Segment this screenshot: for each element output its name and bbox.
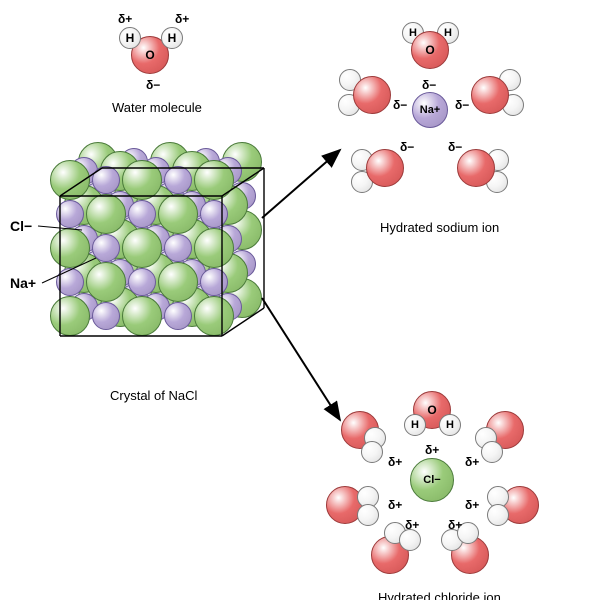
crystal-chloride — [86, 194, 126, 234]
crystal-chloride — [50, 228, 90, 268]
crystal-sodium — [200, 200, 228, 228]
atom-label: Cl− — [423, 474, 440, 486]
crystal-sodium — [200, 268, 228, 296]
crystal-sodium — [128, 200, 156, 228]
delta-plus-label: δ+ — [448, 518, 462, 532]
oxygen-atom — [471, 76, 509, 114]
atom-label: O — [425, 43, 434, 57]
delta-minus-label: δ− — [146, 78, 160, 92]
delta-plus-label: δ+ — [118, 12, 132, 26]
hydrogen-atom — [487, 504, 509, 526]
oxygen-atom — [457, 149, 495, 187]
delta-minus-label: δ− — [455, 98, 469, 112]
delta-plus-label: δ+ — [465, 498, 479, 512]
delta-plus-label: δ+ — [425, 443, 439, 457]
atom-label: Na+ — [420, 104, 441, 116]
water-molecule-caption: Water molecule — [112, 100, 202, 115]
crystal-caption: Crystal of NaCl — [110, 388, 197, 403]
crystal-chloride — [50, 160, 90, 200]
crystal-sodium — [56, 268, 84, 296]
hydrated-sodium-caption: Hydrated sodium ion — [380, 220, 499, 235]
crystal-chloride — [194, 160, 234, 200]
hydrated-chloride-caption: Hydrated chloride ion — [378, 590, 501, 600]
delta-minus-label: δ− — [448, 140, 462, 154]
crystal-chloride — [194, 296, 234, 336]
hydrogen-atom — [399, 529, 421, 551]
crystal-chloride — [86, 262, 126, 302]
oxygen-atom: O — [411, 31, 449, 69]
oxygen-atom — [353, 76, 391, 114]
cl-side-label: Cl− — [10, 218, 32, 234]
hydrogen-atom: H — [119, 27, 141, 49]
crystal-sodium — [128, 268, 156, 296]
crystal-sodium — [92, 302, 120, 330]
atom-label: H — [411, 419, 419, 431]
atom-label: O — [145, 48, 154, 62]
crystal-chloride — [122, 296, 162, 336]
delta-minus-label: δ− — [422, 78, 436, 92]
crystal-chloride — [158, 262, 198, 302]
crystal-sodium — [92, 166, 120, 194]
crystal-sodium — [164, 302, 192, 330]
crystal-chloride — [194, 228, 234, 268]
hydrogen-atom — [481, 441, 503, 463]
atom-label: H — [168, 31, 177, 45]
delta-plus-label: δ+ — [405, 518, 419, 532]
atom-label: H — [126, 31, 135, 45]
atom-label: O — [427, 403, 436, 417]
delta-plus-label: δ+ — [465, 455, 479, 469]
delta-plus-label: δ+ — [388, 455, 402, 469]
crystal-chloride — [122, 160, 162, 200]
crystal-sodium — [92, 234, 120, 262]
hydrogen-atom: H — [404, 414, 426, 436]
hydrogen-atom: H — [161, 27, 183, 49]
crystal-sodium — [164, 234, 192, 262]
crystal-chloride — [158, 194, 198, 234]
delta-minus-label: δ− — [400, 140, 414, 154]
chloride-ion: Cl− — [410, 458, 454, 502]
hydrogen-atom — [357, 504, 379, 526]
crystal-chloride — [50, 296, 90, 336]
hydrogen-atom — [361, 441, 383, 463]
na-side-label: Na+ — [10, 275, 36, 291]
oxygen-atom — [366, 149, 404, 187]
sodium-ion: Na+ — [412, 92, 448, 128]
crystal-sodium — [164, 166, 192, 194]
atom-label: H — [444, 27, 452, 39]
crystal-sodium — [56, 200, 84, 228]
delta-plus-label: δ+ — [388, 498, 402, 512]
crystal-chloride — [122, 228, 162, 268]
delta-minus-label: δ− — [393, 98, 407, 112]
delta-plus-label: δ+ — [175, 12, 189, 26]
atom-label: H — [446, 419, 454, 431]
diagram-root: OHHδ+δ+δ−Water moleculeHHOδ−δ−δ−δ−δ−Na+H… — [0, 0, 597, 600]
hydrogen-atom: H — [439, 414, 461, 436]
